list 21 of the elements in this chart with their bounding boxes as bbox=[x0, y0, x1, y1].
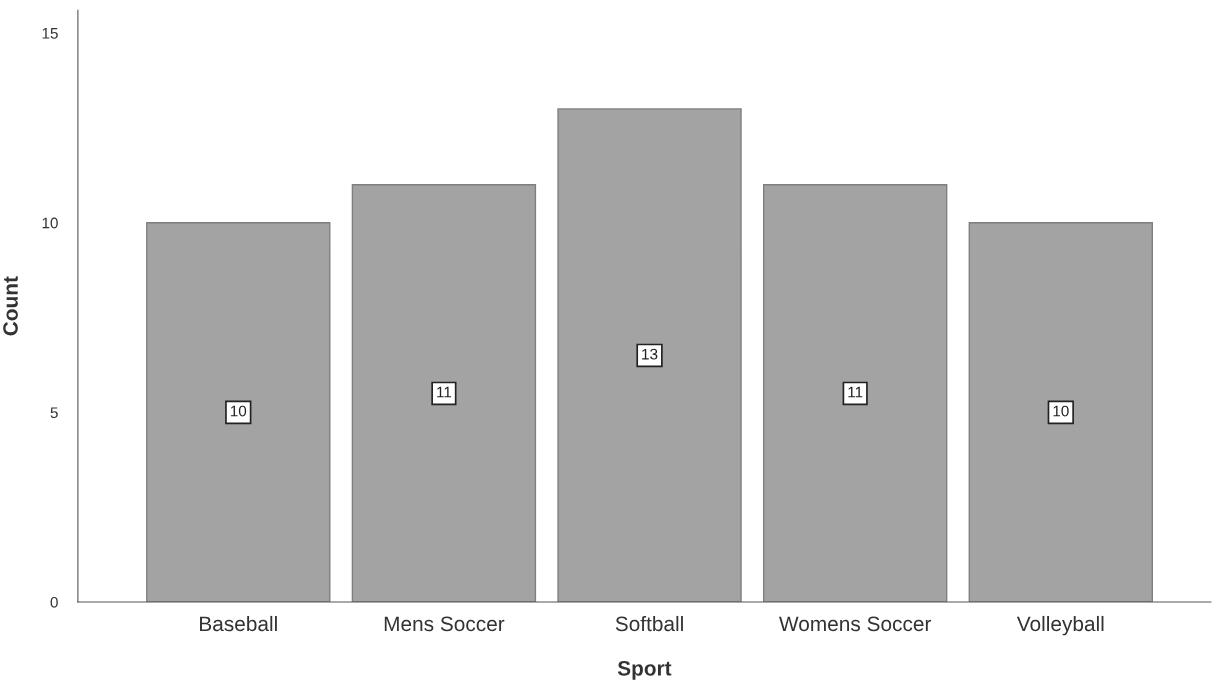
x-axis-title: Sport bbox=[617, 660, 672, 680]
bar bbox=[146, 222, 331, 603]
bar bbox=[557, 108, 742, 603]
bar bbox=[351, 184, 537, 603]
data-label: 10 bbox=[230, 405, 247, 417]
y-tick-label: 10 bbox=[42, 217, 58, 229]
data-label: 10 bbox=[1053, 405, 1069, 417]
x-tick-label: Womens Soccer bbox=[779, 616, 932, 632]
y-tick-label: 0 bbox=[50, 596, 58, 608]
y-tick-label: 15 bbox=[42, 28, 58, 39]
x-tick-label: Mens Soccer bbox=[384, 616, 505, 632]
y-axis-title: Count bbox=[3, 276, 18, 336]
data-label: 11 bbox=[437, 386, 452, 398]
x-tick-label: Volleyball bbox=[1016, 615, 1104, 636]
x-tick-label: Softball bbox=[615, 615, 683, 632]
data-label: 13 bbox=[642, 348, 658, 360]
data-label: 11 bbox=[848, 386, 863, 398]
bar bbox=[762, 184, 948, 603]
y-tick-label: 5 bbox=[50, 407, 58, 419]
x-tick-label: Baseball bbox=[200, 615, 277, 632]
bar bbox=[968, 222, 1154, 603]
